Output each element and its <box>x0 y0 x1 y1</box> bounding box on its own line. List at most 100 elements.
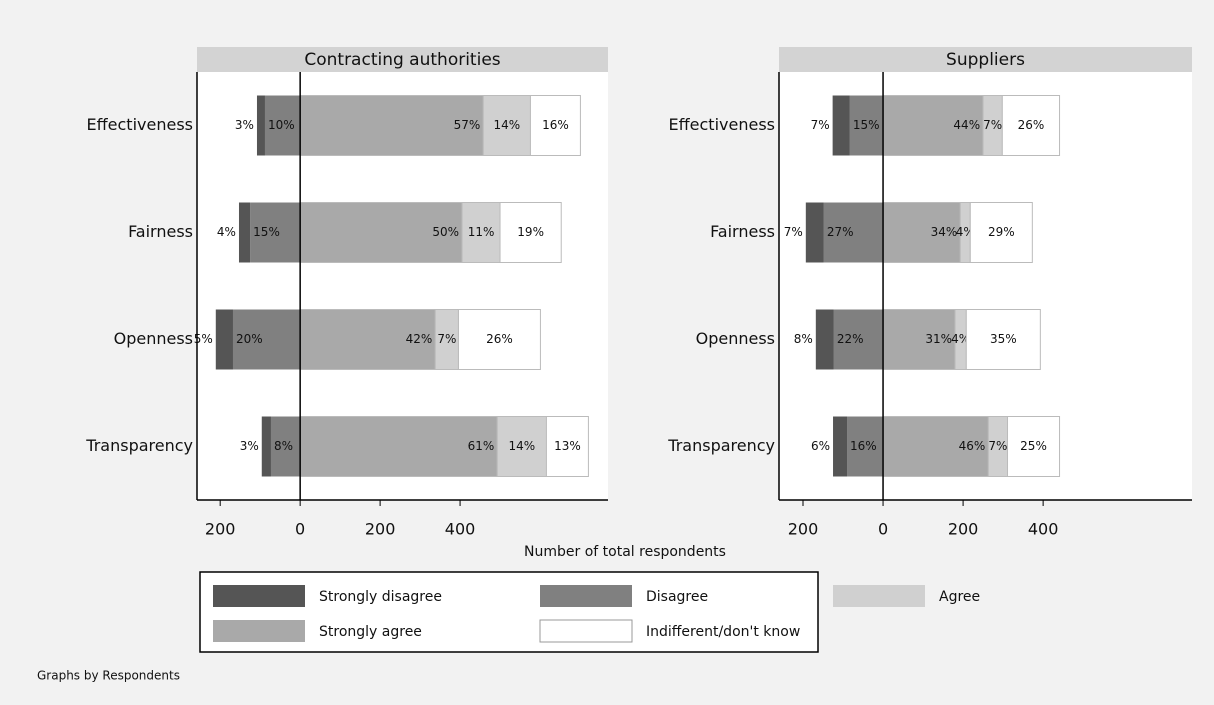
bar-segment <box>299 95 484 156</box>
data-label: 27% <box>827 225 854 239</box>
data-label: 14% <box>494 118 521 132</box>
data-label: 8% <box>794 332 813 346</box>
data-label: 26% <box>486 332 513 346</box>
panel-header <box>197 47 608 72</box>
data-label: 7% <box>988 439 1007 453</box>
data-label: 22% <box>837 332 864 346</box>
data-label: 20% <box>236 332 263 346</box>
bar-segment <box>461 202 501 263</box>
legend-label: Disagree <box>646 589 708 605</box>
bar-segment <box>833 309 884 370</box>
data-label: 7% <box>811 118 830 132</box>
panel-header <box>779 47 1192 72</box>
bar-segment <box>832 95 850 156</box>
data-label: 29% <box>988 225 1015 239</box>
data-label: 4% <box>217 225 236 239</box>
data-label: 15% <box>853 118 880 132</box>
legend-label: Indifferent/don't know <box>646 624 800 640</box>
data-label: 7% <box>784 225 803 239</box>
bar-segment <box>299 309 436 370</box>
data-label: 26% <box>1018 118 1045 132</box>
bar-segment <box>499 202 562 263</box>
bar-segment <box>1007 416 1061 477</box>
x-tick-label: 400 <box>1028 520 1059 539</box>
x-tick-label: 200 <box>948 520 979 539</box>
data-label: 11% <box>468 225 495 239</box>
bar-segment <box>270 416 301 477</box>
panel-title: Contracting authorities <box>304 50 500 70</box>
x-axis-label: Number of total respondents <box>524 544 726 560</box>
bar-segment <box>833 416 848 477</box>
bar-segment <box>261 416 271 477</box>
bar-segment <box>815 309 834 370</box>
bar-segment <box>847 416 884 477</box>
y-tick-label: Openness <box>114 329 193 348</box>
bar-segment <box>529 95 581 156</box>
data-label: 25% <box>1020 439 1047 453</box>
note: Graphs by Respondents <box>37 669 180 683</box>
y-tick-label: Transparency <box>85 436 193 455</box>
legend-swatch <box>539 619 633 643</box>
bar-segment <box>882 416 989 477</box>
data-label: 35% <box>990 332 1017 346</box>
panel-title: Suppliers <box>946 50 1025 70</box>
bar-segment <box>232 309 301 370</box>
y-tick-label: Transparency <box>667 436 775 455</box>
x-tick-label: 200 <box>788 520 819 539</box>
y-tick-label: Effectiveness <box>87 115 193 134</box>
legend-swatch <box>540 585 632 607</box>
data-label: 16% <box>542 118 569 132</box>
legend-label: Strongly disagree <box>319 589 442 605</box>
legend-label: Agree <box>939 589 980 605</box>
data-label: 4% <box>951 332 970 346</box>
data-label: 50% <box>432 225 459 239</box>
bar-segment <box>215 309 233 370</box>
y-tick-label: Openness <box>696 329 775 348</box>
data-label: 16% <box>850 439 877 453</box>
bar-segment <box>805 202 824 263</box>
bar-segment <box>482 95 531 156</box>
data-label: 6% <box>811 439 830 453</box>
legend-swatch <box>213 585 305 607</box>
data-label: 61% <box>468 439 495 453</box>
data-label: 14% <box>509 439 536 453</box>
bar-segment <box>238 202 251 263</box>
data-label: 13% <box>554 439 581 453</box>
bar-segment <box>965 309 1041 370</box>
bar-segment <box>882 95 984 156</box>
y-tick-label: Effectiveness <box>669 115 775 134</box>
data-label: 8% <box>274 439 293 453</box>
legend-swatch <box>833 585 925 607</box>
bar-segment <box>264 95 301 156</box>
bar-segment <box>250 202 301 263</box>
y-tick-label: Fairness <box>710 222 775 241</box>
bar-segment <box>1001 95 1061 156</box>
data-label: 15% <box>253 225 280 239</box>
x-tick-label: 0 <box>295 520 305 539</box>
data-label: 34% <box>931 225 958 239</box>
bar-segment <box>545 416 589 477</box>
data-label: 44% <box>953 118 980 132</box>
data-label: 3% <box>240 439 259 453</box>
x-tick-label: 0 <box>878 520 888 539</box>
y-tick-label: Fairness <box>128 222 193 241</box>
data-label: 57% <box>454 118 481 132</box>
data-label: 7% <box>983 118 1002 132</box>
bar-segment <box>823 202 884 263</box>
data-label: 42% <box>406 332 433 346</box>
x-tick-label: 400 <box>445 520 476 539</box>
bar-segment <box>256 95 265 156</box>
data-label: 5% <box>194 332 213 346</box>
data-label: 3% <box>235 118 254 132</box>
bar-segment <box>849 95 884 156</box>
legend-label: Strongly agree <box>319 624 422 640</box>
bar-segment <box>969 202 1033 263</box>
data-label: 10% <box>268 118 295 132</box>
data-label: 31% <box>925 332 952 346</box>
data-label: 7% <box>437 332 456 346</box>
x-tick-label: 200 <box>365 520 396 539</box>
bar-segment <box>299 202 463 263</box>
x-tick-label: 200 <box>205 520 236 539</box>
data-label: 46% <box>959 439 986 453</box>
